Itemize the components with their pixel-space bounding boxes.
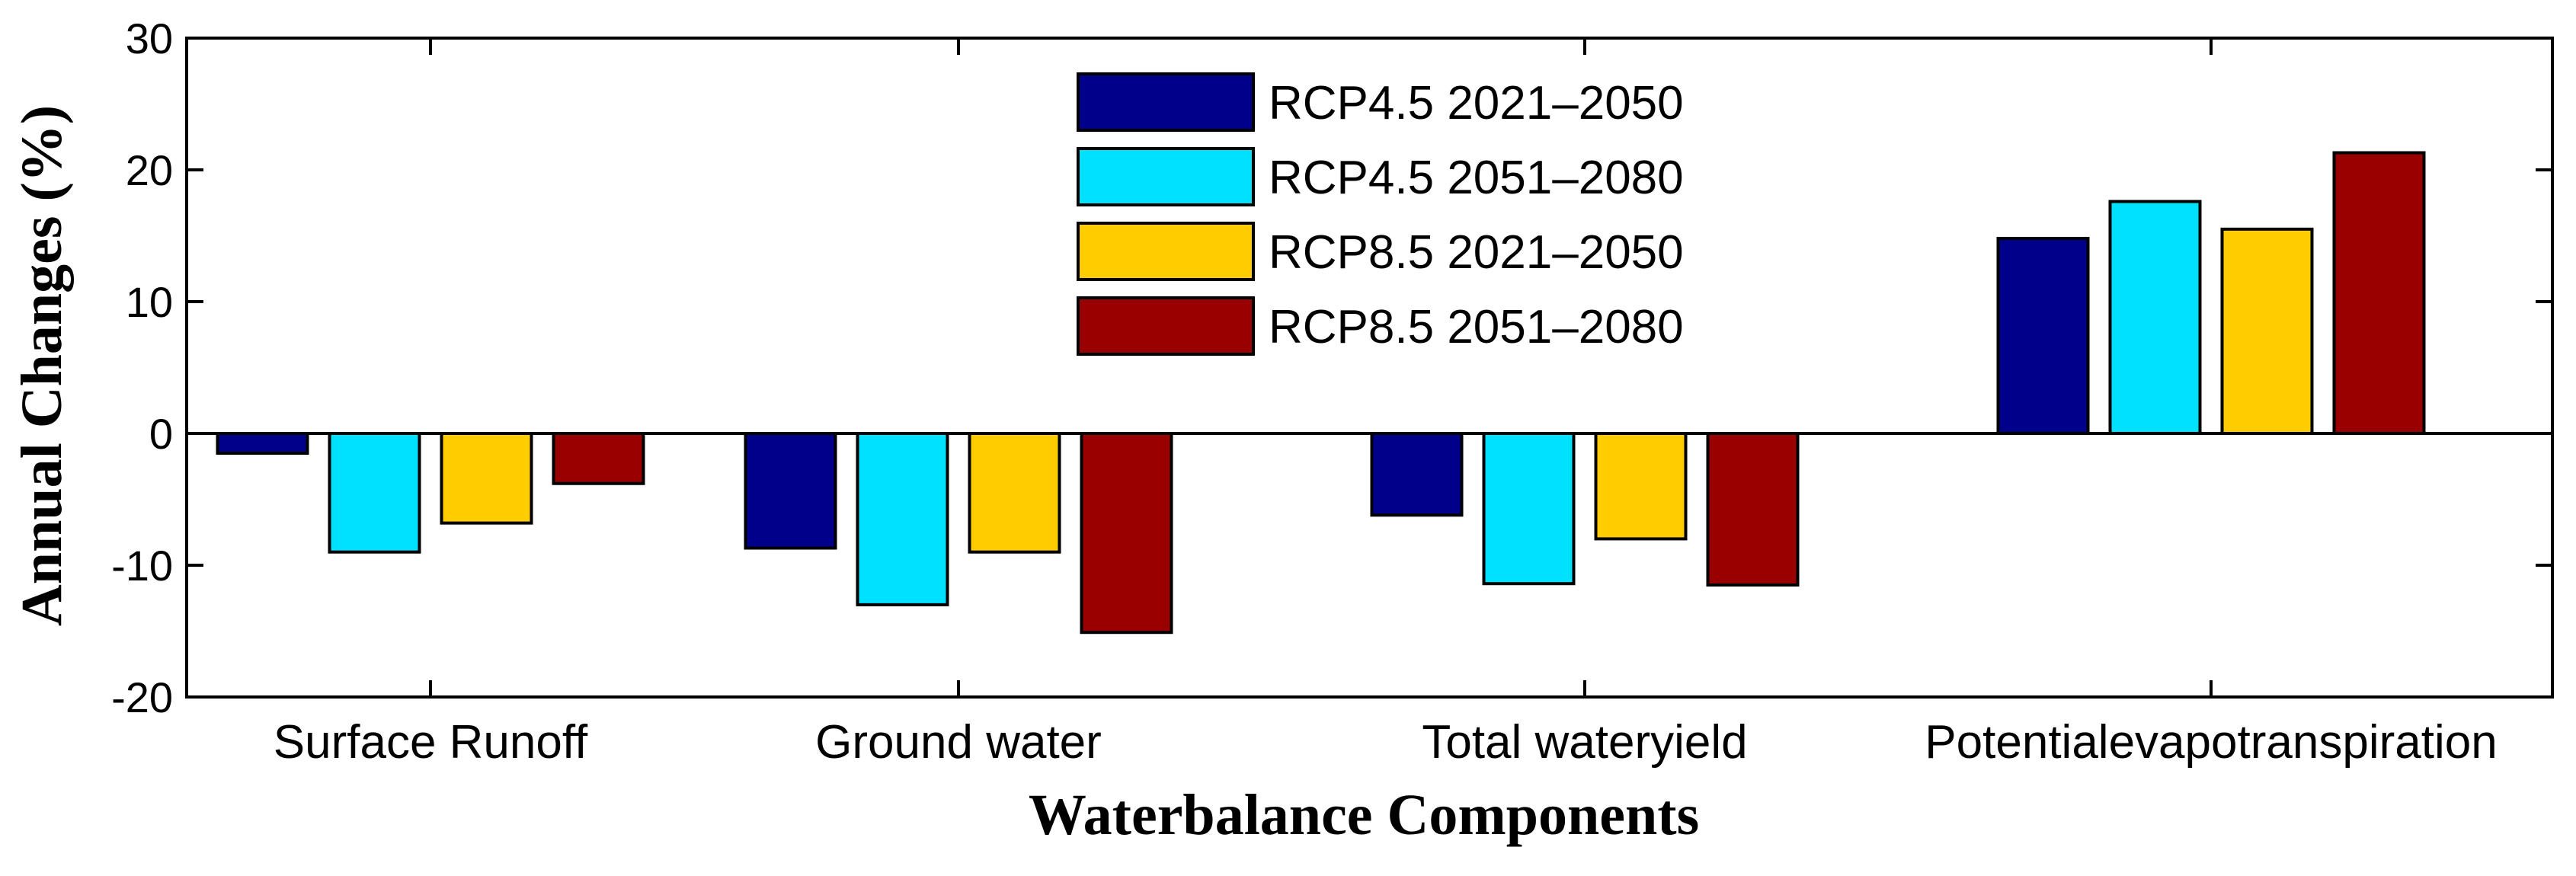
y-tick-label: 30 <box>126 14 173 62</box>
legend-label-1: RCP4.5 2021–2050 <box>1269 77 1684 129</box>
x-category-label: Potentialevapotranspiration <box>1925 716 2497 769</box>
bar-series-4-2 <box>1706 432 1800 587</box>
bar-series-2-1 <box>856 432 949 606</box>
y-tick-label: 0 <box>149 410 173 458</box>
bar-series-2-3 <box>2108 200 2202 435</box>
bar-series-3-1 <box>968 432 1061 554</box>
legend-swatch-3 <box>1077 222 1255 281</box>
bar-series-1-3 <box>1996 236 2090 435</box>
x-category-label: Total wateryield <box>1422 716 1747 769</box>
y-tick-label: -10 <box>111 542 173 590</box>
x-category-label: Surface Runoff <box>274 716 588 769</box>
y-tick-labels: 30 20 10 0 -10 -20 <box>111 14 173 721</box>
y-axis-title: Annual Changes (%) <box>10 105 74 626</box>
bar-series-4-3 <box>2332 151 2426 435</box>
bar-series-1-2 <box>1370 432 1464 517</box>
legend-label-3: RCP8.5 2021–2050 <box>1269 226 1684 279</box>
legend-swatch-1 <box>1077 72 1255 132</box>
legend-label-2: RCP4.5 2051–2080 <box>1269 152 1684 204</box>
bar-series-1-1 <box>744 432 837 550</box>
y-tick-label: 20 <box>126 146 173 194</box>
plot-frame <box>185 37 2554 699</box>
legend-label-4: RCP8.5 2051–2080 <box>1269 301 1684 353</box>
y-tick-label: 10 <box>126 278 173 326</box>
bar-series-3-2 <box>1594 432 1688 541</box>
legend-swatch-4 <box>1077 296 1255 356</box>
bar-series-2-0 <box>328 432 421 554</box>
legend: RCP4.5 2021–2050 RCP4.5 2051–2080 RCP8.5 2… <box>1077 72 1684 356</box>
x-category-label: Ground water <box>815 716 1102 769</box>
bar-series-3-0 <box>440 432 533 525</box>
bar-series-3-3 <box>2220 227 2314 435</box>
bar-series-4-0 <box>552 432 645 485</box>
x-category-labels: Surface Runoff Ground water Total wateryie… <box>274 716 2498 769</box>
bar-series-1-0 <box>216 432 309 455</box>
x-axis-title: Waterbalance Components <box>1029 783 1699 847</box>
legend-swatch-2 <box>1077 147 1255 206</box>
y-tick-label: -20 <box>111 673 173 721</box>
bar-series-2-2 <box>1482 432 1576 586</box>
bar-series-4-1 <box>1080 432 1173 635</box>
